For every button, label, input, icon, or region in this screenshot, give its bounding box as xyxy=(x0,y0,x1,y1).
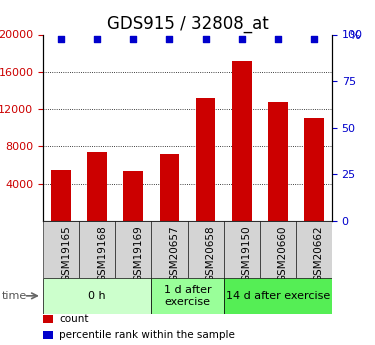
Bar xyxy=(79,221,116,278)
Point xyxy=(58,37,64,42)
Bar xyxy=(224,221,260,278)
Point xyxy=(130,37,136,42)
Text: time: time xyxy=(2,291,27,301)
Text: GSM19150: GSM19150 xyxy=(242,225,252,282)
Text: GSM19168: GSM19168 xyxy=(97,225,107,282)
Bar xyxy=(87,152,107,221)
Text: GSM20657: GSM20657 xyxy=(170,225,180,282)
Text: percentile rank within the sample: percentile rank within the sample xyxy=(59,330,235,340)
Point xyxy=(166,37,172,42)
Bar xyxy=(260,221,296,278)
Y-axis label: %: % xyxy=(350,31,360,41)
Bar xyxy=(116,221,152,278)
Text: 14 d after exercise: 14 d after exercise xyxy=(226,291,330,301)
Bar xyxy=(304,118,324,221)
Bar xyxy=(296,221,332,278)
Bar xyxy=(43,221,79,278)
Point xyxy=(275,37,281,42)
Text: GSM20660: GSM20660 xyxy=(278,225,288,282)
Bar xyxy=(232,61,252,221)
Text: count: count xyxy=(59,314,88,324)
Text: GSM20658: GSM20658 xyxy=(206,225,216,282)
Bar xyxy=(43,331,53,339)
Bar xyxy=(152,221,188,278)
Bar xyxy=(123,171,143,221)
Bar xyxy=(196,98,216,221)
Bar xyxy=(152,278,224,314)
Text: GSM20662: GSM20662 xyxy=(314,225,324,282)
Text: GSM19165: GSM19165 xyxy=(61,225,71,282)
Bar xyxy=(43,315,53,323)
Text: GSM19169: GSM19169 xyxy=(134,225,143,282)
Point xyxy=(202,37,208,42)
Title: GDS915 / 32808_at: GDS915 / 32808_at xyxy=(106,15,268,33)
Point xyxy=(311,37,317,42)
Point xyxy=(238,37,244,42)
Bar xyxy=(51,169,71,221)
Text: 0 h: 0 h xyxy=(88,291,106,301)
Point xyxy=(94,37,100,42)
Text: 1 d after
exercise: 1 d after exercise xyxy=(164,285,211,307)
Bar xyxy=(224,278,332,314)
Bar xyxy=(43,278,152,314)
Bar xyxy=(268,101,288,221)
Bar xyxy=(188,221,224,278)
Bar xyxy=(159,154,179,221)
